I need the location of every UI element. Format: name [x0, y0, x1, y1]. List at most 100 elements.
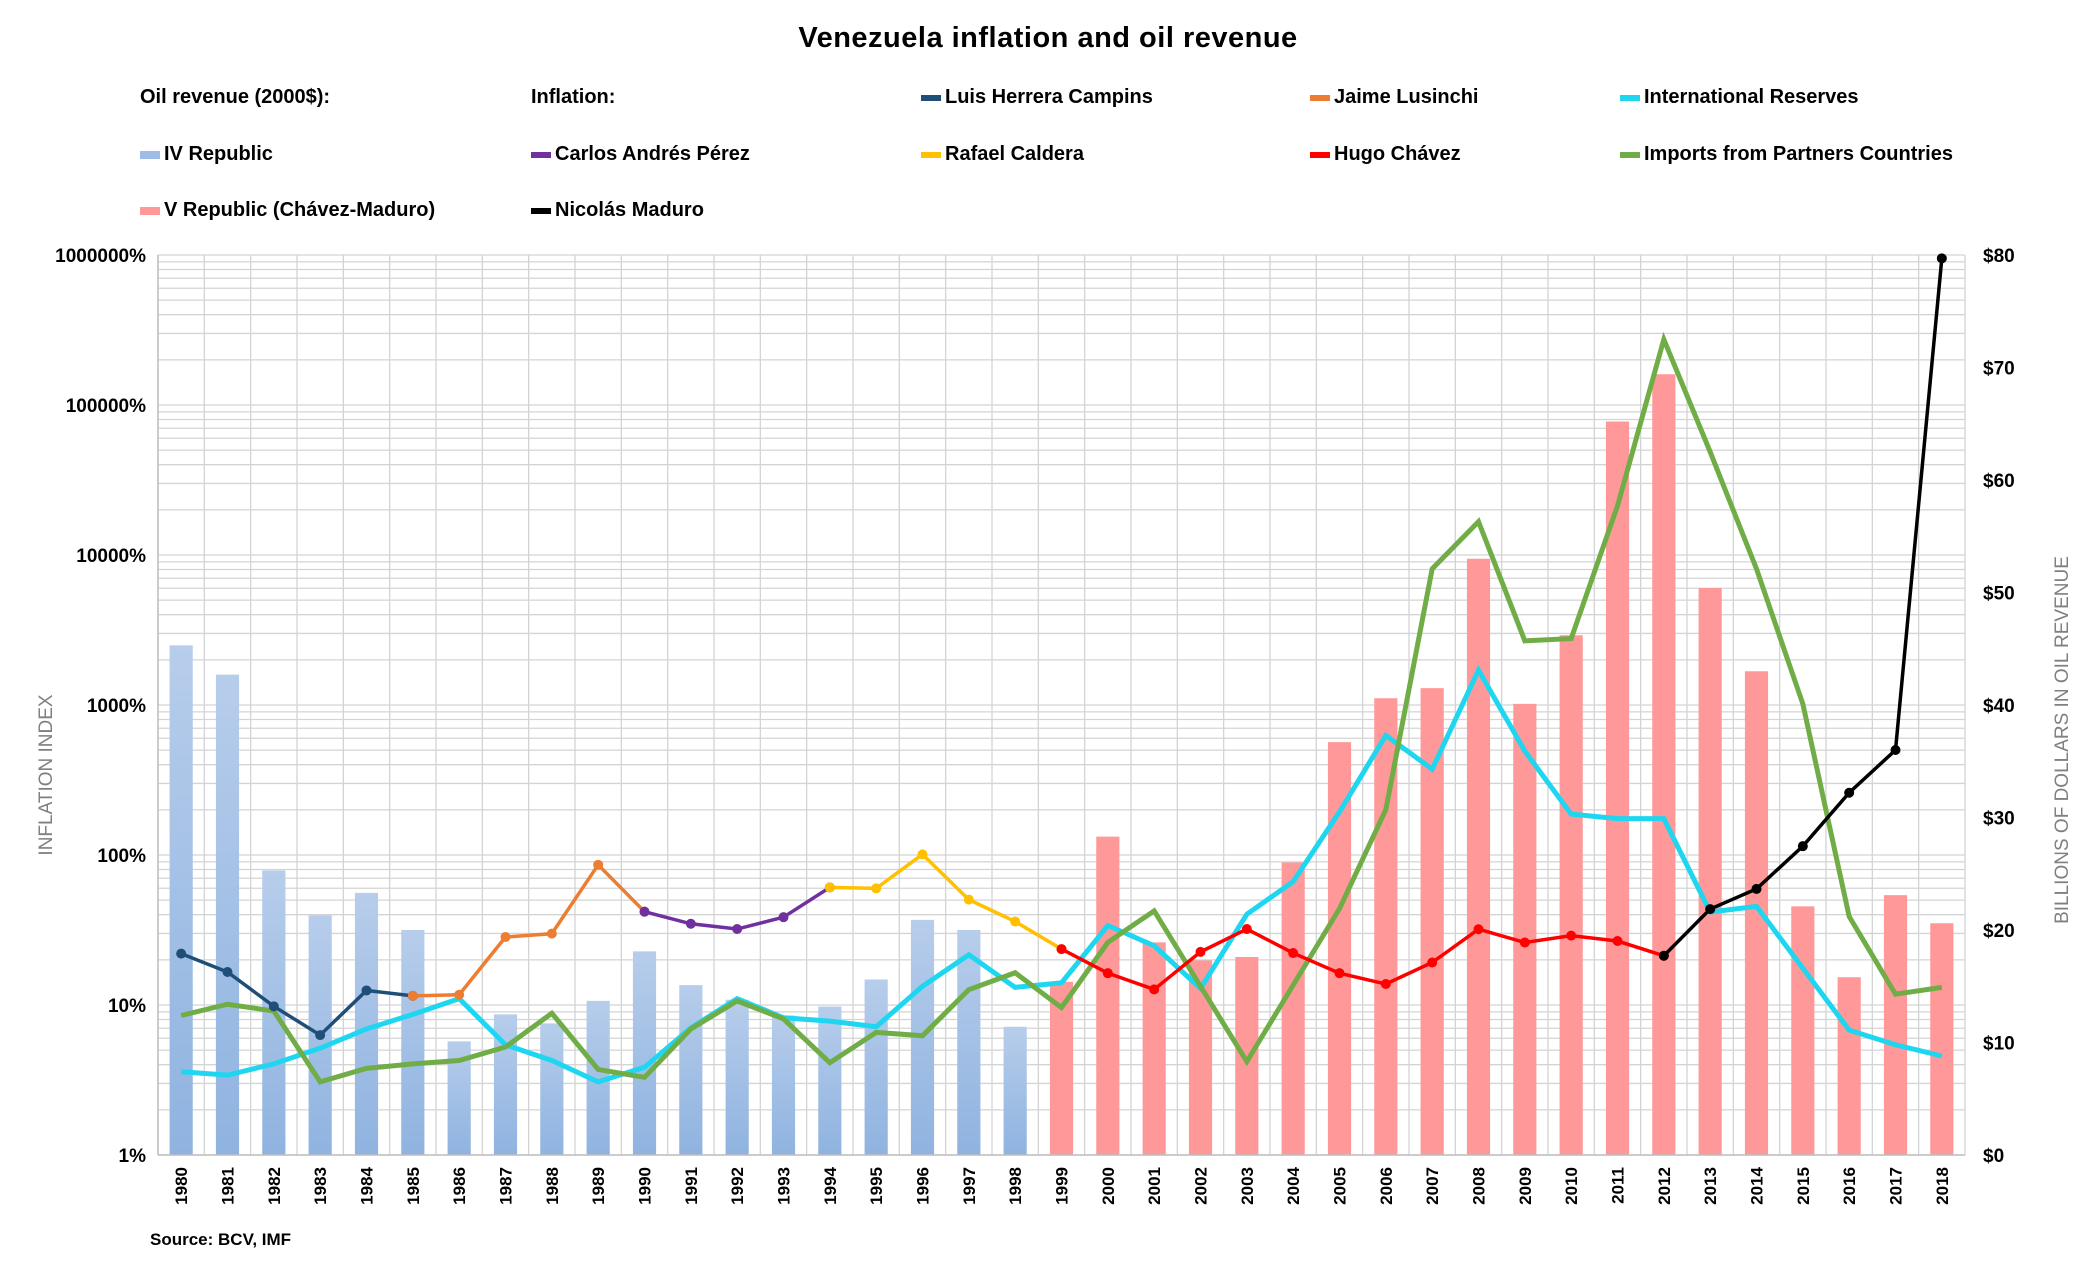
- legend-item-imports: Imports from Partners Countries: [1620, 143, 1953, 166]
- x-tick-label-1990: 1990: [636, 1167, 655, 1205]
- inflation-point-2009: [1519, 937, 1530, 948]
- x-tick-label-2016: 2016: [1840, 1167, 1859, 1205]
- inflation-point-1997: [963, 894, 974, 905]
- bar-2014: [1744, 671, 1769, 1155]
- legend-item-v-republic: V Republic (Chávez-Maduro): [140, 199, 435, 222]
- inflation-series-carlos-andres-perez: [639, 882, 835, 935]
- x-tick-label-1991: 1991: [682, 1167, 701, 1205]
- bar-2001: [1142, 942, 1166, 1155]
- legend-item-lusinchi: Jaime Lusinchi: [1310, 86, 1479, 109]
- x-tick-label-1982: 1982: [265, 1167, 284, 1205]
- inflation-point-2017: [1890, 745, 1901, 756]
- bar-2003: [1235, 957, 1259, 1155]
- legend-label: IV Republic: [164, 143, 273, 165]
- inflation-point-1990: [639, 906, 650, 917]
- inflation-point-1981: [222, 966, 233, 977]
- bar-2017: [1883, 895, 1908, 1155]
- inflation-point-1985: [407, 990, 418, 1001]
- bar-2002: [1188, 960, 1213, 1155]
- legend-label: International Reserves: [1644, 86, 1859, 108]
- legend-label: Rafael Caldera: [945, 143, 1084, 165]
- x-tick-label-2002: 2002: [1192, 1167, 1211, 1205]
- x-tick-label-2014: 2014: [1748, 1166, 1767, 1204]
- bar-1998: [1003, 1026, 1027, 1155]
- bar-1999: [1049, 981, 1074, 1155]
- left-tick-label: 100%: [97, 846, 146, 867]
- left-tick-label: 1000000%: [55, 246, 146, 267]
- bar-2012: [1652, 374, 1676, 1155]
- legend-item-chavez: Hugo Chávez: [1310, 143, 1461, 166]
- x-tick-label-1989: 1989: [589, 1167, 608, 1205]
- x-tick-label-2015: 2015: [1794, 1167, 1813, 1205]
- legend-label: Carlos Andrés Pérez: [555, 143, 750, 165]
- legend-label: Imports from Partners Countries: [1644, 143, 1953, 165]
- legend-item-iv-republic: IV Republic: [140, 143, 273, 166]
- bar-2005: [1327, 742, 1352, 1155]
- line-imports: [180, 331, 1943, 1085]
- inflation-point-1992: [732, 924, 743, 935]
- inflation-point-2003: [1241, 924, 1252, 935]
- legend-swatch: [140, 150, 160, 159]
- bar-1980: [169, 645, 193, 1155]
- inflation-point-1980: [176, 948, 187, 959]
- inflation-point-2015: [1797, 841, 1808, 852]
- x-tick-label-1980: 1980: [172, 1167, 191, 1205]
- right-tick-label: $60: [1983, 471, 2015, 492]
- right-tick-label: $0: [1983, 1146, 2004, 1167]
- inflation-point-2000: [1102, 968, 1113, 979]
- left-tick-label: 1000%: [87, 696, 146, 717]
- left-tick-label: 10000%: [76, 546, 146, 567]
- inflation-point-2006: [1380, 979, 1391, 990]
- x-tick-label-2010: 2010: [1562, 1167, 1581, 1205]
- bar-1991: [679, 985, 703, 1155]
- x-tick-label-1987: 1987: [497, 1167, 516, 1205]
- x-tick-label-1992: 1992: [728, 1167, 747, 1205]
- bar-1997: [957, 930, 981, 1155]
- bar-2000: [1096, 836, 1120, 1155]
- inflation-line: [644, 885, 831, 931]
- inflation-point-1988: [546, 928, 557, 939]
- inflation-point-1983: [315, 1030, 326, 1041]
- bar-1990: [632, 951, 657, 1155]
- inflation-point-1996: [917, 849, 928, 860]
- left-tick-label: 100000%: [66, 396, 146, 417]
- inflation-point-2018: [1936, 253, 1947, 264]
- x-tick-label-1994: 1994: [821, 1166, 840, 1204]
- chart-title: Venezuela inflation and oil revenue: [798, 22, 1298, 54]
- x-tick-label-2007: 2007: [1423, 1167, 1442, 1205]
- bar-2013: [1698, 588, 1722, 1155]
- inflation-series-luis-herrera-campins: [176, 948, 418, 1041]
- inflation-point-1993: [778, 912, 789, 923]
- x-tick-label-1983: 1983: [311, 1167, 330, 1205]
- inflation-point-2010: [1566, 930, 1577, 941]
- x-tick-label-2000: 2000: [1099, 1167, 1118, 1205]
- bar-1994: [818, 1006, 842, 1155]
- bar-2007: [1420, 688, 1444, 1155]
- legend-item-reserves: International Reserves: [1620, 86, 1859, 109]
- left-axis-title: INFLATION INDEX: [36, 694, 57, 855]
- right-tick-label: $10: [1983, 1034, 2015, 1055]
- legend-swatch: [531, 207, 551, 214]
- x-tick-label-1985: 1985: [404, 1167, 423, 1205]
- legend-label: V Republic (Chávez-Maduro): [164, 199, 436, 221]
- inflation-point-1999: [1056, 944, 1067, 955]
- x-tick-label-1988: 1988: [543, 1167, 562, 1205]
- bar-2009: [1513, 703, 1537, 1155]
- legend-swatch: [531, 151, 551, 158]
- right-axis-title: BILLIONS OF DOLLARS IN OIL REVENUE: [2052, 556, 2073, 924]
- x-tick-label-1993: 1993: [775, 1167, 794, 1205]
- legend-swatch: [1620, 151, 1640, 158]
- bar-2004: [1281, 862, 1305, 1155]
- x-tick-label-2008: 2008: [1470, 1167, 1489, 1205]
- x-tick-label-2009: 2009: [1516, 1167, 1535, 1205]
- bar-1992: [725, 999, 749, 1155]
- legend-header-oil: Oil revenue (2000$):: [140, 86, 330, 109]
- x-tick-label-2013: 2013: [1701, 1167, 1720, 1205]
- legend-label: Jaime Lusinchi: [1334, 86, 1479, 108]
- legend-item-maduro: Nicolás Maduro: [531, 199, 704, 222]
- inflation-point-1994: [824, 882, 835, 893]
- right-tick-label: $30: [1983, 809, 2015, 830]
- inflation-series-nicolas-maduro: [1658, 253, 1947, 961]
- bar-series-iv-republic: [169, 645, 1027, 1155]
